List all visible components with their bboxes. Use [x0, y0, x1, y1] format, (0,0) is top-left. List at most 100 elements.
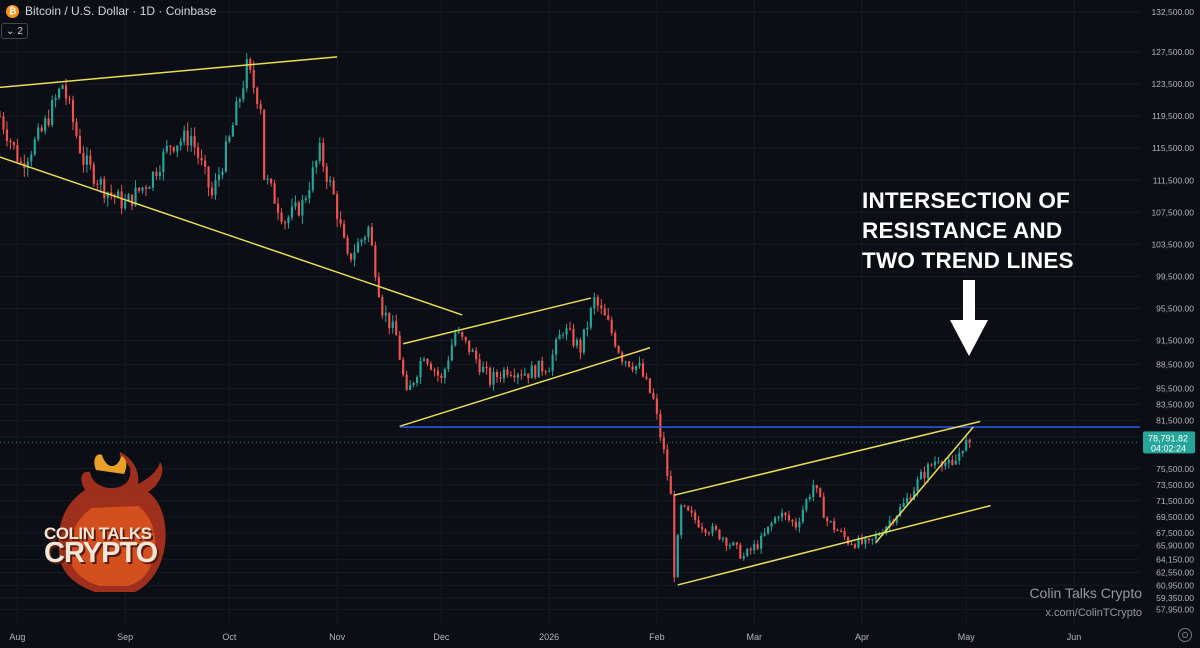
candle-body: [836, 530, 839, 532]
candle-body: [40, 127, 43, 132]
price-axis-bg: [1140, 0, 1200, 648]
candle-body: [391, 321, 394, 329]
last-price-countdown: 04:02:24: [1151, 443, 1186, 453]
candle-body: [624, 361, 627, 363]
candle-body: [628, 361, 631, 367]
price-tick-label: 75,500.00: [1156, 464, 1194, 474]
candle-body: [913, 491, 916, 500]
candle-body: [926, 464, 930, 479]
candle-body: [415, 377, 419, 383]
candle-body: [294, 202, 297, 207]
candle-body: [409, 385, 412, 390]
candle-body: [944, 463, 947, 467]
candle-body: [398, 335, 401, 360]
candle-body: [172, 147, 175, 152]
candle-body: [336, 194, 339, 220]
candle-body: [965, 439, 968, 451]
price-tick-label: 73,500.00: [1156, 480, 1194, 490]
price-axis[interactable]: 132,500.00 127,500.00 123,500.00 119,500.00…: [1140, 0, 1200, 648]
candle-body: [68, 98, 71, 100]
candle-body: [645, 376, 648, 379]
candle-body: [422, 359, 426, 361]
candle-body: [638, 363, 641, 367]
candle-body: [603, 308, 606, 316]
candle-body: [461, 331, 464, 337]
last-price-value: 78,791.82: [1148, 433, 1188, 443]
price-tick-label: 91,500.00: [1156, 336, 1194, 346]
candle-body: [482, 366, 485, 373]
candle-body: [44, 118, 47, 132]
candle-body: [85, 155, 88, 165]
candle-body: [148, 187, 151, 190]
candle-body: [874, 534, 877, 539]
candle-body: [930, 464, 933, 466]
candle-body: [582, 329, 585, 353]
candle-body: [12, 142, 15, 146]
candle-body: [47, 118, 50, 126]
candle-body: [155, 171, 158, 177]
price-tick-label: 88,500.00: [1156, 360, 1194, 370]
candle-body: [808, 496, 811, 500]
candle-body: [586, 327, 589, 330]
price-tick-label: 59,350.00: [1156, 593, 1194, 603]
candle-body: [864, 538, 867, 544]
indicators-toggle[interactable]: ⌄ 2: [1, 23, 28, 39]
drawing-upper-trend-2025: [0, 56, 338, 89]
candle-body: [812, 485, 815, 497]
candle-body: [711, 526, 714, 534]
candle-body: [71, 99, 75, 123]
symbol-title: Bitcoin / U.S. Dollar · 1D · Coinbase: [25, 4, 217, 18]
price-tick-label: 119,500.00: [1152, 111, 1194, 121]
candle-body: [120, 191, 123, 209]
price-tick-label: 71,500.00: [1156, 496, 1194, 506]
candle-body: [739, 544, 742, 559]
candle-body: [165, 145, 168, 152]
time-axis[interactable]: Aug Sep Oct Nov Dec 2026 Feb Mar Apr May Jun: [0, 625, 1200, 648]
price-tick-label: 115,500.00: [1152, 143, 1194, 153]
candle-body: [169, 145, 172, 148]
candle-body: [819, 488, 822, 497]
candle-body: [958, 453, 961, 461]
candle-body: [280, 212, 283, 222]
time-tick-label: Feb: [649, 632, 665, 642]
candle-body: [534, 365, 537, 378]
candle-body: [659, 413, 662, 438]
candle-body: [19, 161, 22, 164]
candle-body: [551, 354, 554, 371]
candle-body: [89, 155, 92, 165]
price-tick-label: 111,500.00: [1153, 175, 1195, 185]
candle-body: [64, 85, 68, 99]
time-tick-label: Sep: [117, 632, 133, 642]
candle-body: [443, 369, 446, 378]
candle-body: [801, 510, 804, 522]
candle-body: [9, 140, 12, 143]
candle-body: [475, 350, 478, 360]
candle-body: [210, 187, 214, 196]
gear-icon[interactable]: [1178, 628, 1192, 642]
candle-body: [662, 437, 665, 450]
price-tick-label: 64,150.00: [1156, 555, 1194, 565]
candle-body: [186, 130, 189, 146]
candle-body: [523, 373, 526, 376]
symbol-header[interactable]: ₿ Bitcoin / U.S. Dollar · 1D · Coinbase: [0, 3, 216, 19]
candle-body: [485, 366, 488, 369]
trend-line-drawings[interactable]: [0, 56, 1140, 586]
price-tick-label: 85,500.00: [1156, 384, 1194, 394]
candle-body: [853, 544, 857, 548]
candle-body: [207, 166, 210, 188]
candle-body: [363, 237, 367, 240]
candle-body: [429, 363, 433, 370]
price-tick-label: 60,950.00: [1156, 580, 1194, 590]
candle-body: [753, 544, 756, 551]
candle-body: [742, 555, 745, 559]
candle-body: [263, 109, 266, 180]
candle-body: [370, 227, 373, 246]
candle-body: [694, 512, 697, 520]
candle-body: [687, 506, 690, 511]
time-tick-label: May: [958, 632, 976, 642]
last-price-label: 78,791.82 04:02:24: [1143, 431, 1195, 454]
candle-body: [75, 122, 78, 136]
candle-body: [749, 548, 752, 551]
candle-body: [947, 459, 950, 464]
